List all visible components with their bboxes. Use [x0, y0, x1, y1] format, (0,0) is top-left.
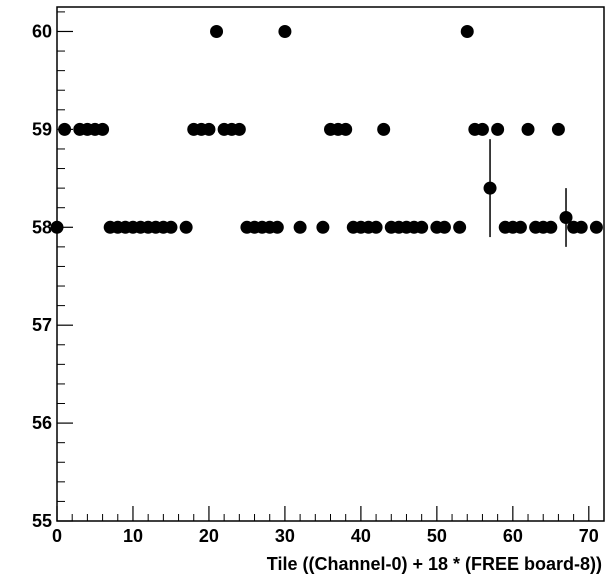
data-point: [491, 122, 505, 136]
data-point: [415, 220, 429, 234]
data-point: [179, 220, 193, 234]
data-point: [475, 122, 489, 136]
y-tick-labels: 55 56 57 58 59 60: [32, 21, 52, 531]
data-point: [559, 210, 573, 224]
data-points: [50, 24, 603, 234]
data-point: [437, 220, 451, 234]
y-tick-label: 59: [32, 119, 52, 139]
data-point: [202, 122, 216, 136]
x-tick-label: 70: [579, 526, 599, 546]
data-point: [232, 122, 246, 136]
data-point: [293, 220, 307, 234]
x-tick-label: 0: [52, 526, 62, 546]
data-point: [369, 220, 383, 234]
data-point: [278, 24, 292, 38]
x-tick-label: 10: [123, 526, 143, 546]
data-point: [316, 220, 330, 234]
x-tick-label: 50: [427, 526, 447, 546]
data-point: [483, 181, 497, 195]
data-point: [453, 220, 467, 234]
y-tick-label: 60: [32, 21, 52, 41]
x-tick-label: 30: [275, 526, 295, 546]
y-tick-label: 56: [32, 413, 52, 433]
x-tick-label: 60: [503, 526, 523, 546]
x-axis-title: Tile ((Channel-0) + 18 * (FREE board-8)): [267, 554, 602, 574]
x-tick-label: 40: [351, 526, 371, 546]
data-point: [574, 220, 588, 234]
data-point: [339, 122, 353, 136]
data-point: [551, 122, 565, 136]
data-point: [589, 220, 603, 234]
data-point: [58, 122, 72, 136]
data-point: [460, 24, 474, 38]
data-point: [377, 122, 391, 136]
y-tick-label: 57: [32, 315, 52, 335]
data-point: [270, 220, 284, 234]
x-tick-labels: 0 10 20 30 40 50 60 70: [52, 526, 599, 546]
plot-frame: [56, 6, 605, 522]
data-point: [544, 220, 558, 234]
y-tick-label: 55: [32, 511, 52, 531]
minor-ticks: [57, 11, 605, 521]
data-point: [210, 24, 224, 38]
y-tick-label: 58: [32, 217, 52, 237]
data-point: [521, 122, 535, 136]
data-point: [50, 220, 64, 234]
x-tick-label: 20: [199, 526, 219, 546]
data-point: [513, 220, 527, 234]
data-point: [164, 220, 178, 234]
data-point: [96, 122, 110, 136]
